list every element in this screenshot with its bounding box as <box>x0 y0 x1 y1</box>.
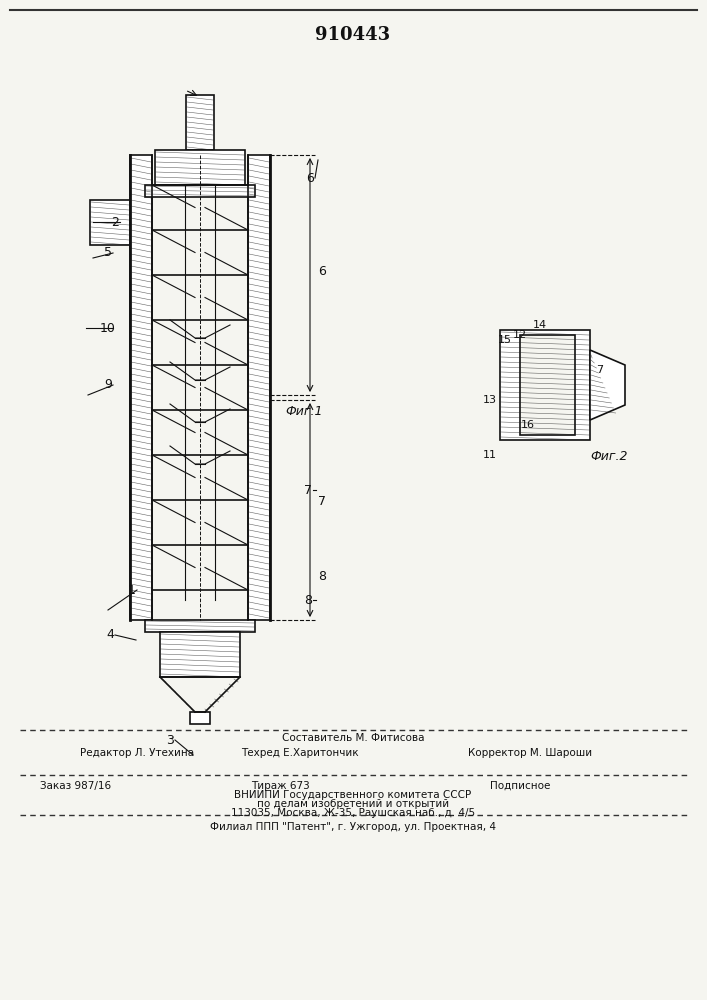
Text: ВНИИПИ Государственного комитета СССР: ВНИИПИ Государственного комитета СССР <box>235 790 472 800</box>
Text: Корректор М. Шароши: Корректор М. Шароши <box>468 748 592 758</box>
Text: 2: 2 <box>111 216 119 229</box>
Bar <box>160 632 240 677</box>
Bar <box>520 335 575 435</box>
Text: Техред Е.Харитончик: Техред Е.Харитончик <box>241 748 359 758</box>
Text: Тираж 673: Тираж 673 <box>250 781 310 791</box>
Text: 113035, Москва, Ж-35, Раушская наб., д. 4/5: 113035, Москва, Ж-35, Раушская наб., д. … <box>231 808 475 818</box>
Bar <box>186 95 214 150</box>
Text: Фиг.2: Фиг.2 <box>590 450 628 463</box>
Text: Редактор Л. Утехина: Редактор Л. Утехина <box>80 748 194 758</box>
Text: 8: 8 <box>318 570 326 583</box>
Text: Составитель М. Фитисова: Составитель М. Фитисова <box>282 733 424 743</box>
Text: Фиг.1: Фиг.1 <box>285 405 322 418</box>
Bar <box>130 155 152 620</box>
Text: 5: 5 <box>104 246 112 259</box>
Text: 13: 13 <box>483 395 497 405</box>
Text: по делам изобретений и открытий: по делам изобретений и открытий <box>257 799 449 809</box>
Text: 14: 14 <box>533 320 547 330</box>
Bar <box>190 712 210 724</box>
Text: 7: 7 <box>318 495 326 508</box>
Bar <box>90 200 130 245</box>
Text: 8: 8 <box>304 593 312 606</box>
Polygon shape <box>590 350 625 420</box>
Text: 11: 11 <box>483 450 497 460</box>
Bar <box>145 620 255 632</box>
Text: Заказ 987/16: Заказ 987/16 <box>40 781 111 791</box>
Text: 7: 7 <box>304 484 312 496</box>
Bar <box>155 150 245 185</box>
Bar <box>248 155 270 620</box>
Bar <box>500 330 590 440</box>
Text: 6: 6 <box>318 265 326 278</box>
Text: 7: 7 <box>597 365 604 375</box>
Text: Филиал ППП "Патент", г. Ужгород, ул. Проектная, 4: Филиал ППП "Патент", г. Ужгород, ул. Про… <box>210 822 496 832</box>
Text: 9: 9 <box>104 378 112 391</box>
Text: Подписное: Подписное <box>490 781 550 791</box>
Text: 12: 12 <box>513 330 527 340</box>
Text: 3: 3 <box>166 734 174 746</box>
Text: 15: 15 <box>498 335 512 345</box>
Text: 910443: 910443 <box>315 26 390 44</box>
Text: 1: 1 <box>128 584 136 596</box>
Text: 10: 10 <box>100 322 116 334</box>
Text: 4: 4 <box>106 629 114 642</box>
Text: 16: 16 <box>521 420 535 430</box>
Text: 6: 6 <box>306 172 314 184</box>
Bar <box>145 185 255 197</box>
